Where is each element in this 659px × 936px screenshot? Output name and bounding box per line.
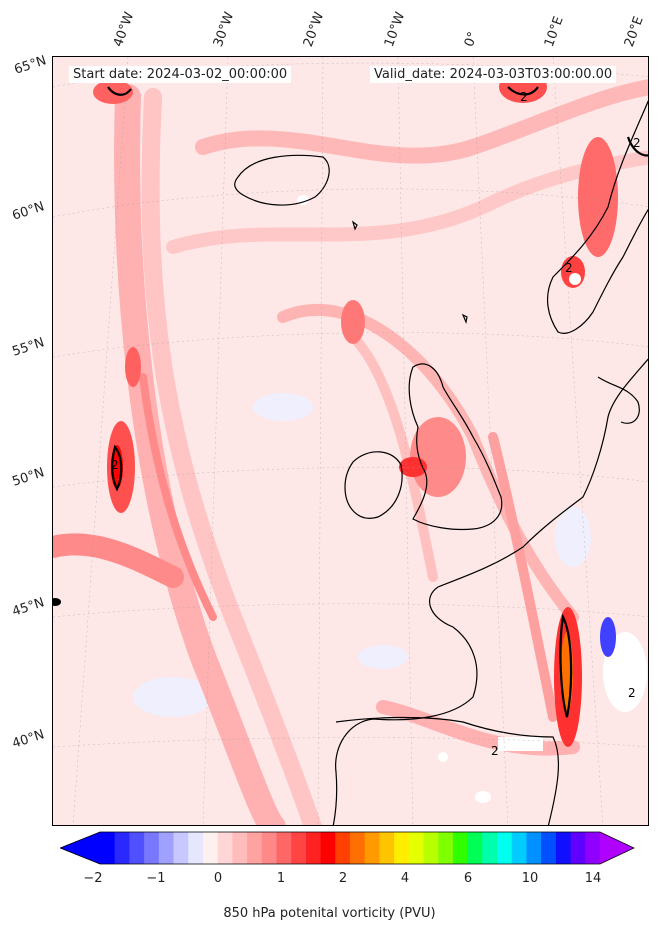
- colorbar-tick-label: −1: [146, 871, 166, 886]
- lat-label-50n: 50°N: [10, 465, 47, 490]
- colorbar-cell: [438, 832, 454, 864]
- lon-label-30w: 30°W: [210, 10, 238, 49]
- colorbar-cell: [100, 832, 116, 864]
- colorbar-cell: [408, 832, 425, 864]
- colorbar-tick-label: 4: [400, 871, 410, 886]
- colorbar-tick-label: 14: [584, 871, 602, 886]
- colorbar-cell: [511, 832, 527, 864]
- colorbar-cell: [570, 832, 586, 864]
- colorbar-cell: [247, 832, 263, 864]
- lon-label-20e: 20°E: [621, 14, 647, 50]
- lat-label-65n: 65°N: [12, 53, 49, 78]
- colorbar-cell: [526, 832, 542, 864]
- contour-label: 2: [565, 261, 573, 275]
- colorbar: [60, 831, 635, 865]
- colorbar-over-arrow: [600, 832, 634, 864]
- lat-label-60n: 60°N: [10, 199, 47, 224]
- colorbar-tick-label: 2: [338, 871, 348, 886]
- colorbar-cell: [364, 832, 380, 864]
- colorbar-cell: [555, 832, 572, 864]
- colorbar-cell: [467, 832, 483, 864]
- colorbar-cell: [232, 832, 248, 864]
- colorbar-cell: [261, 832, 277, 864]
- masked-patches: [297, 195, 647, 803]
- lon-label-10w: 10°W: [381, 10, 409, 49]
- contour-labels: 2 2 2 2 2 2: [111, 90, 641, 758]
- map-panel: 2 2 2 2 2 2: [52, 56, 649, 826]
- colorbar-tick-label: 10: [521, 871, 539, 886]
- contour-label: 2: [491, 744, 499, 758]
- colorbar-tick-label: 0: [213, 871, 223, 886]
- colorbar-cell: [276, 832, 292, 864]
- colorbar-label: 850 hPa potenital vorticity (PVU): [223, 906, 436, 921]
- colorbar-cell: [350, 832, 366, 864]
- colorbar-cell: [129, 832, 145, 864]
- colorbar-cell: [202, 832, 219, 864]
- contour-label: 2: [628, 686, 636, 700]
- colorbar-cell: [394, 832, 410, 864]
- colorbar-cell: [305, 832, 322, 864]
- lat-label-45n: 45°N: [10, 595, 47, 620]
- lon-label-40w: 40°W: [110, 10, 138, 49]
- colorbar-cell: [497, 832, 513, 864]
- contour-label: 2: [520, 90, 528, 104]
- colorbar-cell: [585, 832, 601, 864]
- graticule: [53, 57, 648, 825]
- contour-label: 2: [633, 136, 641, 150]
- lon-label-20w: 20°W: [300, 10, 328, 49]
- pv2-contours: [107, 86, 648, 718]
- colorbar-cell: [114, 832, 130, 864]
- colorbar-cells: [100, 832, 601, 864]
- colorbar-cell: [291, 832, 307, 864]
- colorbar-cell: [188, 832, 204, 864]
- colorbar-tick-label: 6: [463, 871, 473, 886]
- colorbar-cell: [452, 832, 469, 864]
- colorbar-tick-label: −2: [83, 871, 103, 886]
- colorbar-cell: [335, 832, 351, 864]
- vorticity-bands: [53, 79, 648, 825]
- contour-label: 2: [111, 458, 119, 472]
- colorbar-cell: [173, 832, 189, 864]
- lat-label-55n: 55°N: [10, 335, 47, 360]
- colorbar-cell: [482, 832, 498, 864]
- lon-label-0: 0°: [461, 29, 482, 49]
- colorbar-cell: [217, 832, 233, 864]
- colorbar-cell: [320, 832, 336, 864]
- colorbar-cell: [541, 832, 557, 864]
- lon-label-10e: 10°E: [541, 14, 567, 50]
- colorbar-cell: [144, 832, 160, 864]
- colorbar-cell: [158, 832, 175, 864]
- colorbar-under-arrow: [60, 832, 100, 864]
- valid-date-label: Valid_date: 2024-03-03T03:00:00.00: [370, 66, 617, 83]
- coastlines: [234, 100, 648, 825]
- start-date-label: Start date: 2024-03-02_00:00:00: [69, 66, 292, 83]
- colorbar-cell: [423, 832, 439, 864]
- colorbar-tick-label: 1: [276, 871, 286, 886]
- low-vorticity-patches: [133, 393, 591, 717]
- colorbar-outline: [60, 831, 635, 865]
- colorbar-cell: [379, 832, 395, 864]
- lat-label-40n: 40°N: [10, 727, 47, 752]
- vorticity-map: 2 2 2 2 2 2: [53, 57, 648, 825]
